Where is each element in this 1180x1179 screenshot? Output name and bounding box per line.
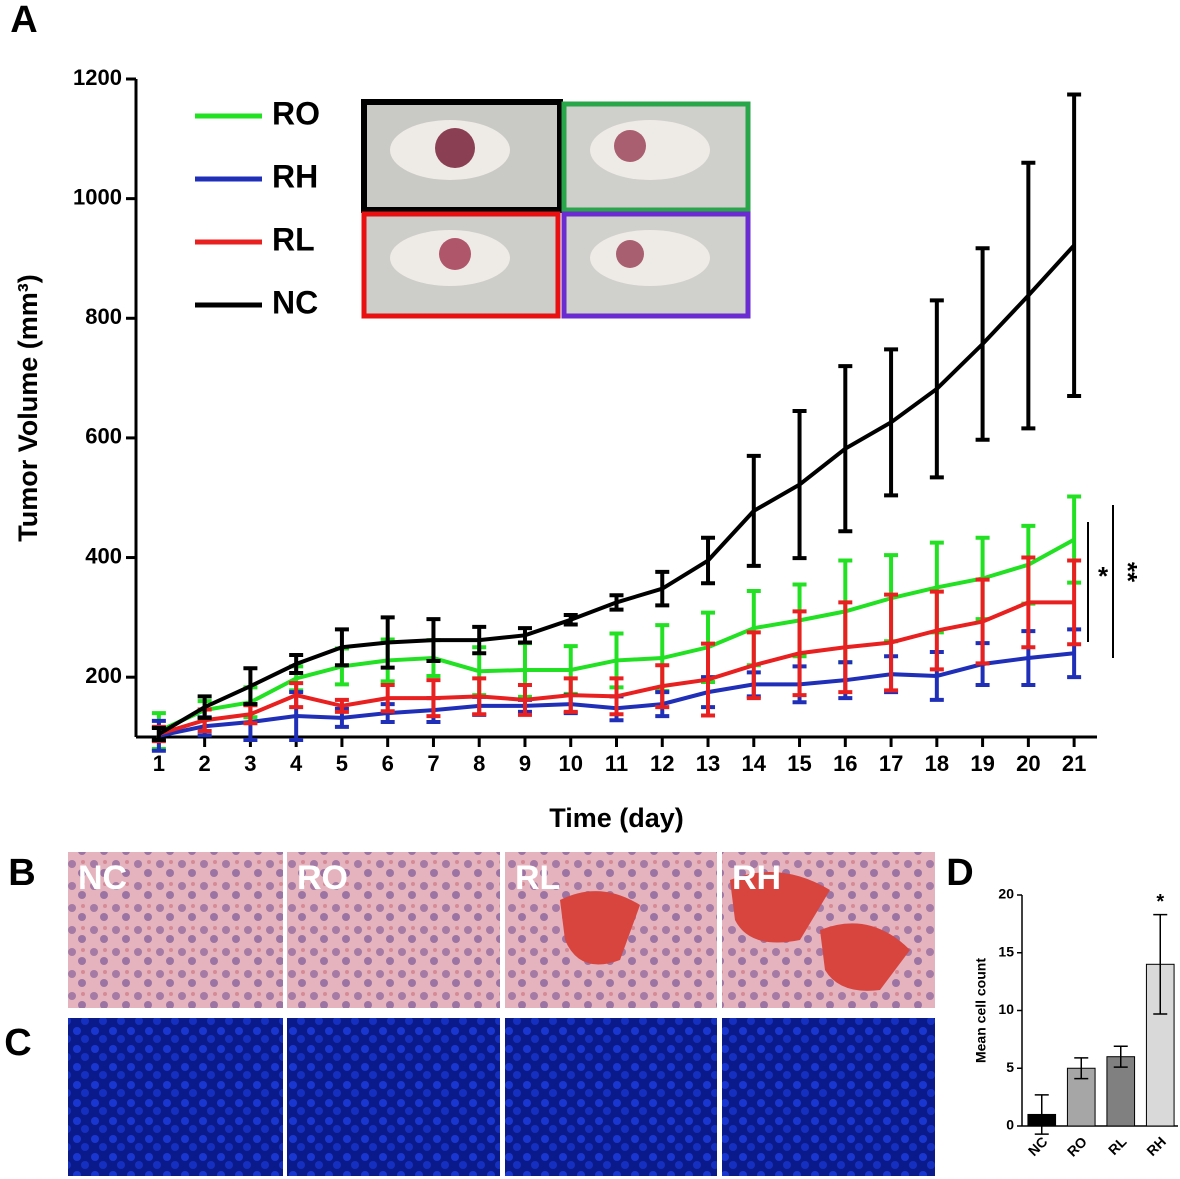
x-tick-label: 19 xyxy=(970,751,994,776)
image-label: RO xyxy=(297,859,348,897)
x-tick-label: NC xyxy=(1025,1133,1051,1159)
error-bar xyxy=(1067,92,1082,399)
bar xyxy=(1106,1056,1136,1127)
series-line xyxy=(158,600,1075,736)
x-tick-label: RH xyxy=(1143,1133,1169,1159)
annotation: ** xyxy=(1113,562,1143,583)
error-bar xyxy=(1153,913,1168,1015)
legend-label: RO xyxy=(272,95,320,131)
y-tick-label: 1000 xyxy=(73,184,122,209)
y-axis-label: Mean cell count xyxy=(973,958,989,1063)
x-tick-label: 15 xyxy=(787,751,811,776)
x-tick-label: 14 xyxy=(742,751,767,776)
y-tick-label: 20 xyxy=(998,886,1014,902)
series-line xyxy=(157,243,1076,736)
x-tick-label: 10 xyxy=(558,751,582,776)
image-label: NC xyxy=(78,859,127,897)
x-tick-label: 6 xyxy=(382,751,394,776)
x-axis-label: Time (day) xyxy=(549,803,684,833)
x-tick-label: 1 xyxy=(153,751,165,776)
panel-label: A xyxy=(10,0,37,41)
y-tick-label: 15 xyxy=(998,943,1014,959)
error-bar xyxy=(1074,1057,1089,1080)
x-tick-label: 18 xyxy=(925,751,949,776)
x-tick-label: 12 xyxy=(650,751,674,776)
photos xyxy=(361,99,751,319)
y-tick-label: 800 xyxy=(85,304,122,329)
legend-label: RH xyxy=(272,158,318,194)
image-label: RL xyxy=(515,859,560,897)
legend-label: RL xyxy=(272,221,315,257)
y-tick-label: 1200 xyxy=(73,65,122,90)
series-line xyxy=(158,537,1076,733)
legend-label: NC xyxy=(272,284,318,320)
y-axis-label: Tumor Volume (mm³) xyxy=(13,274,43,542)
image-label: RH xyxy=(732,859,781,897)
x-tick-label: 21 xyxy=(1062,751,1086,776)
micrographs xyxy=(68,852,935,1176)
x-tick-label: 9 xyxy=(519,751,531,776)
annotation: * xyxy=(1156,891,1164,913)
y-tick-label: 10 xyxy=(998,1001,1014,1017)
x-tick-label: 16 xyxy=(833,751,857,776)
y-tick-label: 600 xyxy=(85,424,122,449)
error-bar xyxy=(1113,1045,1128,1068)
panel-label: B xyxy=(8,852,35,894)
x-tick-label: 11 xyxy=(605,751,628,776)
x-tick-label: 4 xyxy=(290,751,303,776)
panel-label: C xyxy=(4,1022,31,1064)
x-tick-label: RO xyxy=(1064,1133,1090,1159)
y-tick-label: 5 xyxy=(1006,1059,1014,1075)
x-tick-label: 2 xyxy=(199,751,211,776)
annotation: * xyxy=(1098,561,1109,591)
x-tick-label: 8 xyxy=(473,751,485,776)
y-tick-label: 400 xyxy=(85,543,122,568)
x-tick-label: RL xyxy=(1105,1133,1130,1158)
x-tick-label: 13 xyxy=(696,751,720,776)
x-tick-label: 7 xyxy=(427,751,439,776)
y-tick-label: 200 xyxy=(85,663,122,688)
x-tick-label: 5 xyxy=(336,751,348,776)
x-tick-label: 3 xyxy=(244,751,256,776)
error-bar xyxy=(1067,558,1082,647)
error-bar xyxy=(1034,1094,1049,1135)
y-tick-label: 0 xyxy=(1006,1117,1014,1133)
panel-label: D xyxy=(946,852,973,894)
x-tick-label: 17 xyxy=(879,751,903,776)
x-tick-label: 20 xyxy=(1016,751,1040,776)
